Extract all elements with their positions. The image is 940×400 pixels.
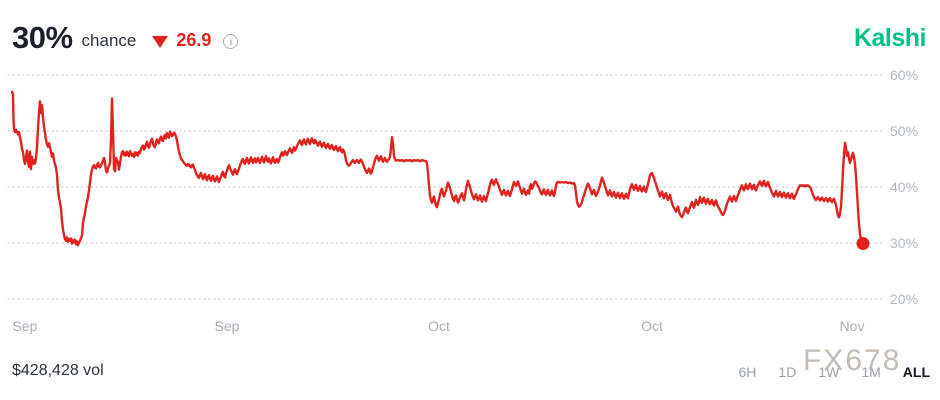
current-price-dot [856,237,870,251]
chance-value: 30% [12,20,73,55]
y-tick-label: 60% [890,67,919,83]
range-button-6h[interactable]: 6H [738,364,757,380]
down-arrow-icon [152,35,169,48]
volume-label: $428,428 vol [12,362,104,379]
y-tick-label: 50% [890,123,919,139]
x-tick-label: Oct [428,318,450,334]
x-tick-label: Nov [839,318,865,334]
chance-label: chance [81,31,137,50]
price-line [10,90,865,247]
y-tick-label: 40% [890,179,919,195]
range-button-1m[interactable]: 1M [861,364,881,380]
range-button-1w[interactable]: 1W [818,364,840,380]
kalshi-logo: Kalshi [853,23,927,52]
y-tick-label: 20% [890,291,919,307]
time-range-selector: 6H 1D 1W 1M ALL [737,363,932,381]
range-button-all[interactable]: ALL [902,364,930,380]
x-tick-label: Sep [12,318,38,334]
x-tick-label: Oct [641,318,663,334]
change-value: 26.9 [176,30,212,50]
y-tick-label: 30% [890,235,919,251]
header: 30% chance 26.9 i Kalshi [12,18,927,58]
info-icon[interactable]: i [223,34,239,49]
range-button-1d[interactable]: 1D [778,364,797,380]
x-tick-label: Sep [214,318,240,334]
